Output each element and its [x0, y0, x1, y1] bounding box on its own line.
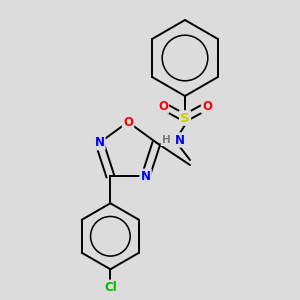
Text: S: S — [180, 112, 190, 124]
Text: N: N — [94, 136, 104, 149]
Text: O: O — [158, 100, 168, 112]
Text: Cl: Cl — [104, 281, 117, 294]
Text: O: O — [123, 116, 133, 128]
Text: O: O — [202, 100, 212, 112]
Text: H: H — [162, 135, 170, 145]
Text: N: N — [141, 170, 151, 183]
Text: N: N — [175, 134, 185, 146]
